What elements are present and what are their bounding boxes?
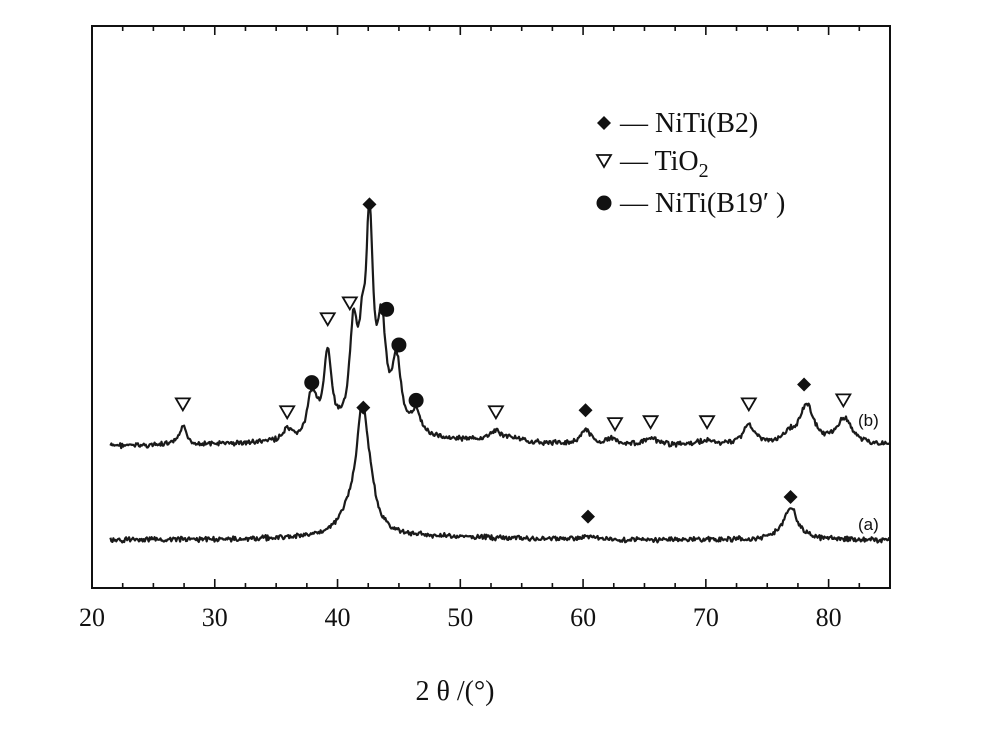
peak-marker-triangle-down <box>319 312 337 328</box>
series-label-b: (b) <box>858 411 879 430</box>
peak-marker-triangle-down <box>174 397 192 413</box>
peak-marker-triangle-down <box>740 397 758 413</box>
peak-marker-circle <box>408 392 424 408</box>
peak-marker-circle <box>379 301 395 317</box>
x-tick-label: 80 <box>816 603 842 632</box>
peak-marker-diamond <box>578 403 593 418</box>
x-tick-label: 40 <box>325 603 351 632</box>
peak-marker-triangle-down <box>606 417 624 432</box>
peak-marker-diamond <box>580 509 595 524</box>
x-axis-title: 2 θ /(°) <box>415 676 494 707</box>
peak-marker-triangle-down <box>341 296 359 312</box>
x-tick-label: 30 <box>202 603 228 632</box>
series-curve-b <box>109 200 890 450</box>
peak-markers <box>174 197 852 524</box>
legend-marker-circle <box>596 195 612 211</box>
x-axis-tick-labels: 20 30 40 50 60 70 80 <box>79 603 842 632</box>
series-label-a: (a) <box>858 515 879 534</box>
peak-marker-triangle-down <box>698 415 716 430</box>
peak-marker-triangle-down <box>278 405 296 421</box>
series-curves: (b) (a) <box>109 200 891 544</box>
legend-label: — NiTi(B19′ ) <box>619 188 785 219</box>
x-tick-label: 70 <box>693 603 719 632</box>
peak-marker-triangle-down <box>487 405 505 421</box>
x-tick-label: 50 <box>447 603 473 632</box>
x-axis-ticks <box>91 26 891 588</box>
peak-marker-diamond <box>356 400 371 415</box>
peak-marker-diamond <box>362 197 377 212</box>
peak-marker-circle <box>391 337 407 353</box>
plot-frame <box>91 25 891 589</box>
legend: — NiTi(B2) — TiO2 — NiTi(B19′ ) <box>595 108 785 219</box>
series-curve-a <box>109 402 891 544</box>
peak-marker-triangle-down <box>834 393 852 409</box>
peak-marker-triangle-down <box>642 415 660 430</box>
x-tick-label: 20 <box>79 603 105 632</box>
x-tick-label: 60 <box>570 603 596 632</box>
peak-marker-diamond <box>783 489 798 504</box>
legend-label: — NiTi(B2) <box>619 108 758 139</box>
peak-marker-circle <box>304 375 320 391</box>
peak-marker-diamond <box>797 377 812 392</box>
legend-marker-triangle-down <box>595 154 613 169</box>
legend-label: — TiO2 <box>619 146 709 182</box>
legend-marker-diamond <box>597 116 611 130</box>
